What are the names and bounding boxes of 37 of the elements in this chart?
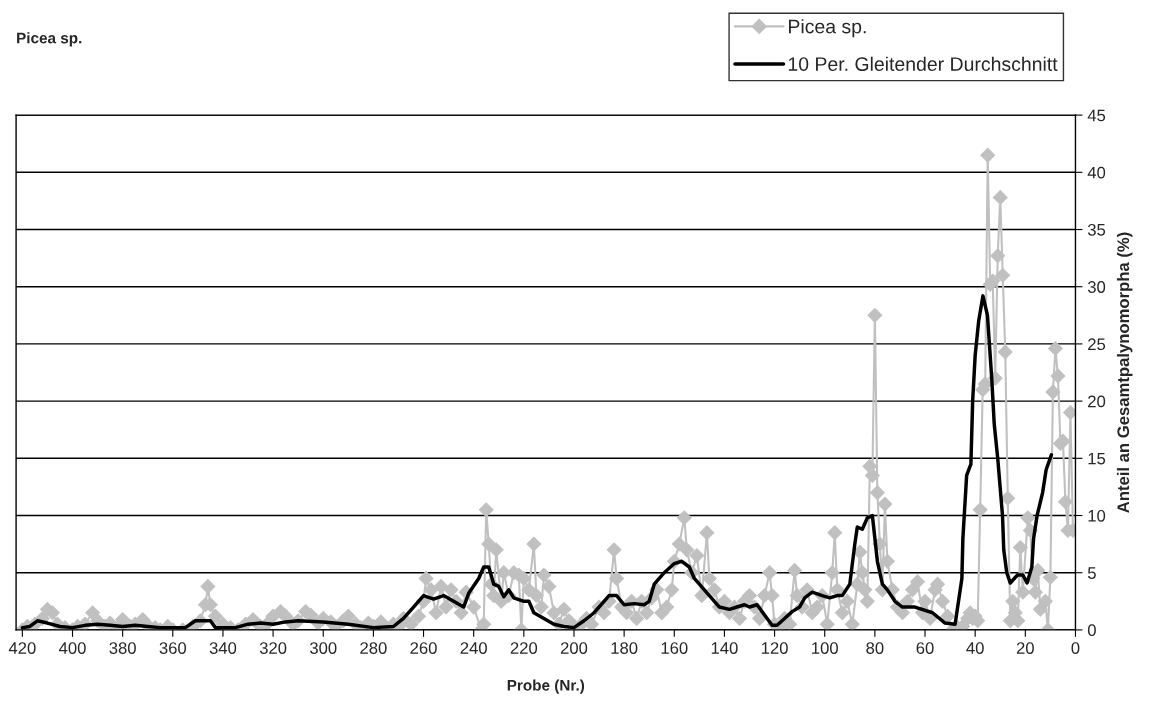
x-tick-label: 240 [460,642,487,654]
legend-label: 10 Per. Gleitender Durchschnitt [788,56,1058,71]
x-tick-label: 280 [360,642,387,654]
x-tick-label: 220 [510,642,538,654]
x-tick-label: 300 [309,642,337,654]
x-tick-label: 60 [916,642,934,654]
y-tick-label: 45 [1087,109,1106,122]
x-tick-label: 140 [711,642,738,654]
x-tick-label: 180 [611,642,638,654]
y-tick-label: 0 [1087,624,1096,637]
y-tick-label: 10 [1088,509,1106,522]
chart-title: Picea sp. [17,32,82,47]
y-tick-label: 20 [1088,395,1106,408]
x-tick-label: 400 [58,642,86,654]
x-tick-label: 20 [1016,642,1034,654]
x-tick-label: 360 [159,642,187,654]
x-tick-label: 340 [209,642,237,654]
x-tick-label: 420 [8,642,36,654]
y-tick-label: 25 [1088,338,1106,351]
x-tick-label: 40 [966,642,984,654]
y-tick-label: 40 [1087,166,1106,179]
y-tick-label: 30 [1087,281,1106,293]
y-tick-label: 35 [1087,223,1106,236]
x-tick-label: 120 [761,642,788,654]
x-tick-label: 380 [109,642,136,654]
y-tick-label: 15 [1088,452,1106,465]
legend-label: Picea sp. [789,19,866,38]
x-tick-label: 200 [560,642,588,654]
x-tick-label: 160 [661,642,688,654]
y-axis-title: Anteil an Gesamtpalynomorpha (%) [1116,232,1133,513]
x-tick-label: 260 [410,642,437,654]
x-tick-label: 100 [812,642,838,654]
x-tick-label: 80 [866,642,884,654]
x-axis-title: Probe (Nr.) [507,679,585,694]
x-tick-label: 320 [259,642,287,654]
y-tick-label: 5 [1087,567,1096,579]
x-tick-label: 0 [1071,642,1080,654]
